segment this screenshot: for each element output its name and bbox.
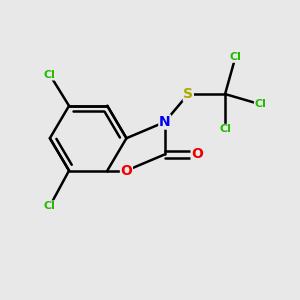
Text: Cl: Cl <box>254 99 266 110</box>
Text: Cl: Cl <box>230 52 241 62</box>
Text: N: N <box>159 115 170 129</box>
Text: O: O <box>121 164 132 178</box>
Text: Cl: Cl <box>44 70 56 80</box>
Text: S: S <box>183 87 193 101</box>
Text: Cl: Cl <box>44 201 56 211</box>
Text: O: O <box>191 147 203 161</box>
Text: Cl: Cl <box>219 124 231 134</box>
